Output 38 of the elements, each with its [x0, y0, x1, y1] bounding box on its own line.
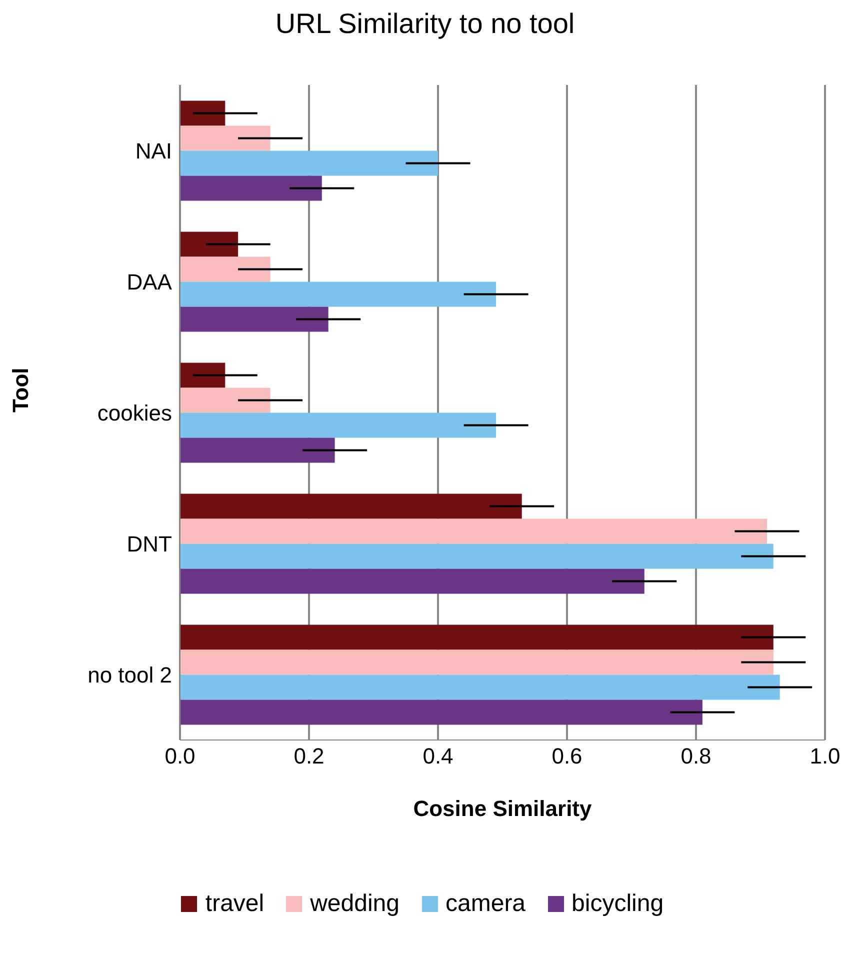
bar: [180, 282, 496, 307]
bar: [180, 568, 644, 594]
x-tick-label: 0.8: [680, 744, 712, 769]
bar: [180, 412, 496, 438]
bar: [180, 150, 438, 176]
bar: [180, 362, 226, 388]
bar: [180, 176, 322, 201]
x-tick-label: 0.4: [422, 744, 454, 769]
bar: [180, 388, 270, 413]
x-axis-title: Cosine Similarity: [413, 796, 593, 821]
y-tick-label: DAA: [126, 269, 172, 294]
x-tick-label: 1.0: [810, 744, 840, 769]
bar: [180, 624, 774, 650]
bar: [180, 256, 270, 282]
x-tick-label: 0.6: [552, 744, 582, 769]
bar: [180, 494, 522, 519]
x-tick-label: 0.0: [164, 744, 196, 769]
y-tick-label: cookies: [97, 400, 172, 426]
y-axis-title: Tool: [8, 368, 33, 412]
legend-label: camera: [446, 890, 526, 918]
bar: [180, 674, 780, 700]
bar: [180, 306, 328, 332]
y-tick-label: NAI: [135, 138, 172, 164]
bar: [180, 518, 767, 544]
bar: [180, 232, 238, 257]
bar: [180, 700, 702, 725]
x-tick-label: 0.2: [294, 744, 324, 769]
legend-label: travel: [205, 890, 264, 918]
y-tick-label: DNT: [126, 531, 172, 556]
bar: [180, 100, 226, 126]
chart-title: URL Similarity to no tool: [274, 8, 576, 40]
legend-label: wedding: [310, 890, 400, 918]
bar: [180, 650, 774, 675]
bar: [180, 544, 774, 569]
legend-label: bicycling: [572, 890, 664, 918]
y-tick-label: no tool 2: [88, 662, 172, 688]
bar: [180, 438, 335, 463]
bar: [180, 126, 270, 151]
